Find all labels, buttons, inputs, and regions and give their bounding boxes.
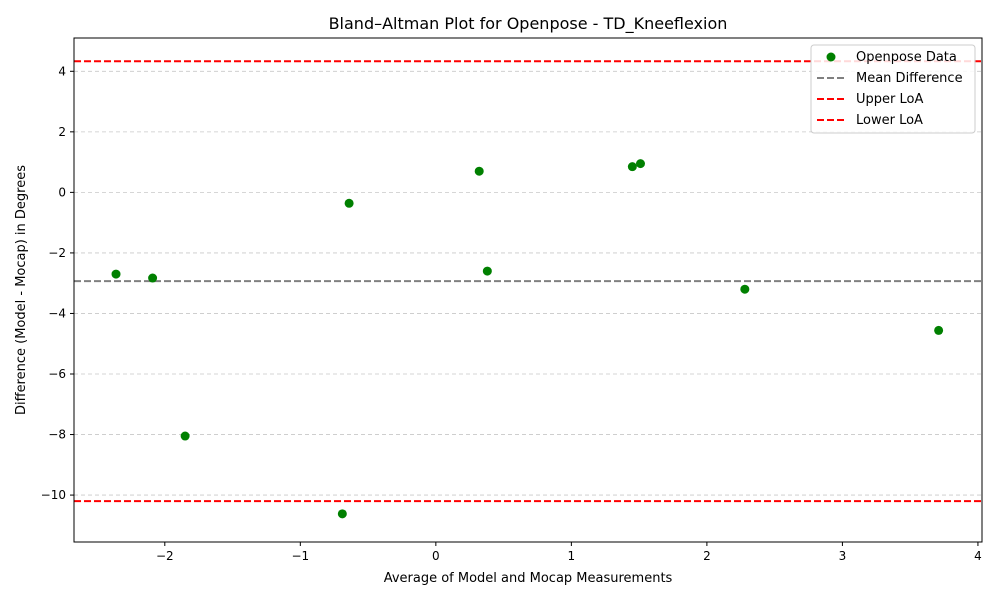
legend-marker bbox=[826, 52, 836, 62]
data-point bbox=[180, 431, 190, 441]
x-axis-title: Average of Model and Mocap Measurements bbox=[384, 571, 673, 586]
legend-box bbox=[810, 44, 976, 134]
plot-frame bbox=[73, 37, 983, 543]
legend-label: Mean Difference bbox=[856, 71, 963, 86]
y-tick-label: −2 bbox=[48, 246, 66, 260]
y-tick-label: −6 bbox=[48, 367, 66, 381]
data-point bbox=[482, 266, 492, 276]
x-tick-label: −1 bbox=[291, 549, 309, 563]
y-tick-label: −8 bbox=[48, 428, 66, 442]
legend: Openpose Data Mean Difference Upper LoA Low… bbox=[810, 44, 976, 134]
y-tick-label: −10 bbox=[41, 488, 66, 502]
y-tick-label: 0 bbox=[58, 185, 66, 199]
data-point bbox=[111, 269, 121, 279]
legend-label: Lower LoA bbox=[856, 113, 923, 128]
y-axis-ticks: −10 −8 −6 −4 −2 0 2 4 bbox=[41, 64, 74, 502]
y-tick-label: 2 bbox=[58, 125, 66, 139]
y-tick-label: 4 bbox=[58, 64, 66, 78]
x-tick-label: 1 bbox=[568, 549, 576, 563]
data-point bbox=[627, 162, 637, 172]
data-point bbox=[740, 284, 750, 294]
y-axis-title: Difference (Model - Mocap) in Degrees bbox=[14, 165, 29, 415]
y-tick-label: −4 bbox=[48, 306, 66, 320]
data-point bbox=[148, 273, 158, 283]
chart-title: Bland–Altman Plot for Openpose - TD_Knee… bbox=[329, 14, 728, 34]
legend-label: Upper LoA bbox=[856, 92, 923, 107]
legend-label: Openpose Data bbox=[856, 50, 957, 65]
x-tick-label: −2 bbox=[156, 549, 174, 563]
data-points bbox=[111, 159, 944, 519]
x-tick-label: 0 bbox=[432, 549, 440, 563]
x-tick-label: 3 bbox=[839, 549, 847, 563]
data-point bbox=[337, 509, 347, 519]
data-point bbox=[474, 166, 484, 176]
x-tick-label: 2 bbox=[703, 549, 711, 563]
data-point bbox=[635, 159, 645, 169]
data-point bbox=[344, 198, 354, 208]
data-point bbox=[934, 325, 944, 335]
x-tick-label: 4 bbox=[974, 549, 982, 563]
x-axis-ticks: −2 −1 0 1 2 3 4 bbox=[156, 542, 982, 563]
